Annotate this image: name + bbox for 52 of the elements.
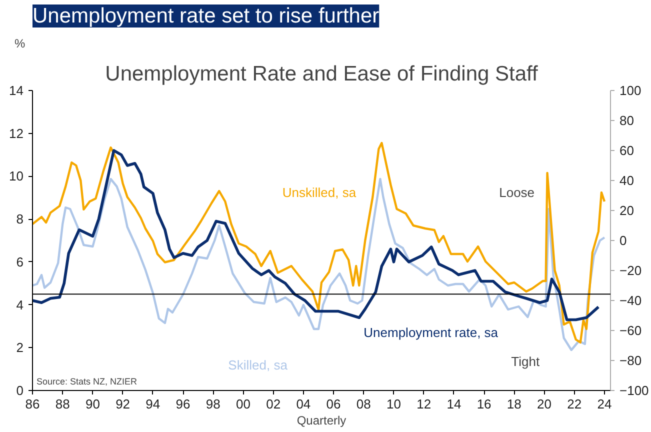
x-tick-label: 20 [537, 396, 552, 412]
y-tick-label: 12 [9, 126, 24, 141]
series-label: Unskilled, sa [282, 184, 357, 200]
x-tick-label: 92 [116, 396, 130, 412]
y-axis-title: % [14, 36, 26, 50]
line-series [32, 178, 606, 352]
x-tick-label: 90 [85, 396, 100, 412]
y2-tick-label: 60 [620, 143, 634, 158]
y2-tick-label: 20 [620, 203, 634, 218]
y-tick-label: 0 [16, 383, 24, 398]
y2-tick-label: 40 [620, 173, 634, 188]
annotation: Source: Stats NZ, NZIER [36, 376, 138, 386]
x-tick-label: 24 [597, 396, 612, 412]
y-tick-label: 8 [16, 212, 24, 227]
y-tick-label: 4 [16, 297, 24, 312]
x-tick-label: 08 [356, 396, 371, 412]
annotation: Tight [511, 354, 540, 370]
y-tick-label: 14 [9, 83, 24, 98]
chart-title: Unemployment rate set to rise further [32, 4, 380, 28]
y-tick-label: 2 [16, 340, 24, 356]
y-tick-label: 10 [9, 168, 24, 184]
chart-subtitle: Unemployment Rate and Ease of Finding Staff [105, 62, 538, 86]
text: Skilled, sa [228, 357, 288, 372]
y2-tick-label: 80 [620, 113, 634, 128]
x-tick-label: 22 [567, 396, 582, 412]
x-tick-label: 86 [25, 396, 40, 412]
x-tick-label: 98 [206, 396, 220, 412]
y2-tick-label: −40 [620, 293, 642, 308]
x-tick-label: 94 [146, 396, 160, 412]
x-tick-label: 10 [386, 396, 401, 412]
y2-tick-label: −20 [620, 263, 642, 278]
x-tick-label: 02 [266, 396, 281, 412]
x-tick-label: 14 [446, 396, 462, 412]
x-tick-label: 88 [55, 396, 70, 412]
y2-tick-label: −60 [620, 323, 642, 338]
y2-tick-label: 0 [620, 233, 627, 248]
x-tick-label: 12 [416, 396, 432, 412]
series-label: Unemployment rate, sa [364, 325, 499, 340]
annotation: Loose [499, 184, 535, 200]
y2-tick-label: −80 [620, 353, 642, 368]
x-tick-label: 18 [506, 396, 522, 412]
y2-tick-label: −100 [620, 383, 649, 398]
x-tick-label: 16 [476, 396, 492, 412]
y2-tick-label: 100 [620, 83, 642, 98]
x-axis-title: Quarterly [296, 414, 346, 428]
line-series [32, 149, 600, 322]
x-tick-label: 06 [326, 396, 341, 412]
y-tick-label: 6 [16, 254, 24, 270]
line-series [32, 142, 606, 344]
x-tick-label: 00 [236, 396, 250, 412]
x-tick-label: 96 [176, 396, 190, 412]
x-tick-label: 04 [296, 396, 311, 412]
